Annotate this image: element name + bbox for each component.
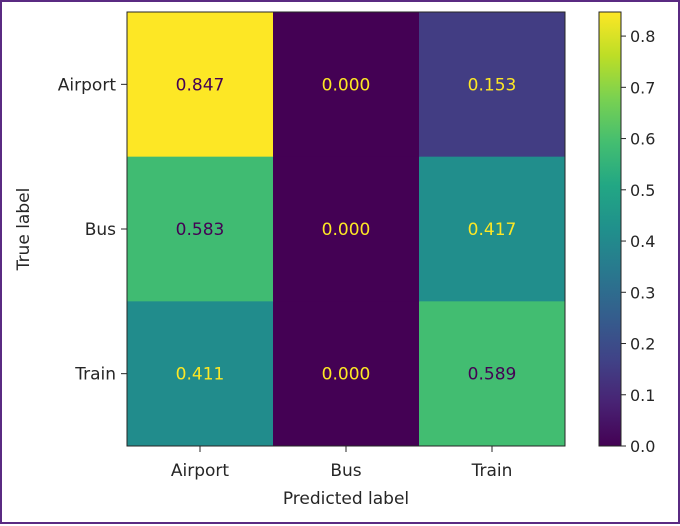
heatmap-cell-bus-train <box>419 156 566 302</box>
cell-value-label: 0.411 <box>176 365 225 385</box>
y-tick-label: Bus <box>85 220 116 240</box>
cell-value-label: 0.847 <box>176 75 225 95</box>
colorbar: 0.0 0.1 0.2 0.3 0.4 0.5 0.6 0.7 0.8 <box>598 11 655 456</box>
colorbar-tick-label: 0.6 <box>630 130 655 149</box>
colorbar-tick-label: 0.7 <box>630 78 655 97</box>
colorbar-tick-label: 0.8 <box>630 27 655 46</box>
heatmap-cells: 0.847 0.000 0.153 0.583 0.000 0.417 0.411 0.000… <box>127 12 566 447</box>
heatmap-cell-airport-airport <box>127 12 274 158</box>
cell-value-label: 0.153 <box>468 75 517 95</box>
y-axis-ticks: Airport Bus Train <box>58 75 127 385</box>
x-axis-title: Predicted label <box>283 489 409 509</box>
heatmap-cell-train-airport <box>127 301 274 447</box>
cell-value-label: 0.000 <box>322 75 371 95</box>
heatmap-cell-bus-bus <box>273 156 420 302</box>
cell-value-label: 0.583 <box>176 220 225 240</box>
heatmap-cell-bus-airport <box>127 156 274 302</box>
colorbar-tick-label: 0.0 <box>630 437 655 456</box>
x-tick-label: Airport <box>171 461 230 481</box>
y-tick-label: Train <box>74 365 116 385</box>
cell-value-label: 0.000 <box>322 220 371 240</box>
y-tick-label: Airport <box>58 75 117 95</box>
heatmap-cell-train-train <box>419 301 566 447</box>
x-axis-ticks: Airport Bus Train <box>171 446 513 481</box>
colorbar-tick-label: 0.4 <box>630 232 655 251</box>
heatmap-cell-airport-train <box>419 12 566 158</box>
heatmap-cell-airport-bus <box>273 12 420 158</box>
colorbar-tick-label: 0.3 <box>630 283 655 302</box>
cell-value-label: 0.000 <box>322 365 371 385</box>
y-axis-title: True label <box>14 188 34 272</box>
heatmap-cell-train-bus <box>273 301 420 447</box>
colorbar-tick-label: 0.2 <box>630 335 655 354</box>
x-tick-label: Train <box>471 461 513 481</box>
cell-value-label: 0.589 <box>468 365 517 385</box>
colorbar-gradient <box>598 11 622 447</box>
colorbar-tick-label: 0.1 <box>630 386 655 405</box>
x-tick-label: Bus <box>330 461 361 481</box>
cell-value-label: 0.417 <box>468 220 517 240</box>
colorbar-tick-label: 0.5 <box>630 181 655 200</box>
